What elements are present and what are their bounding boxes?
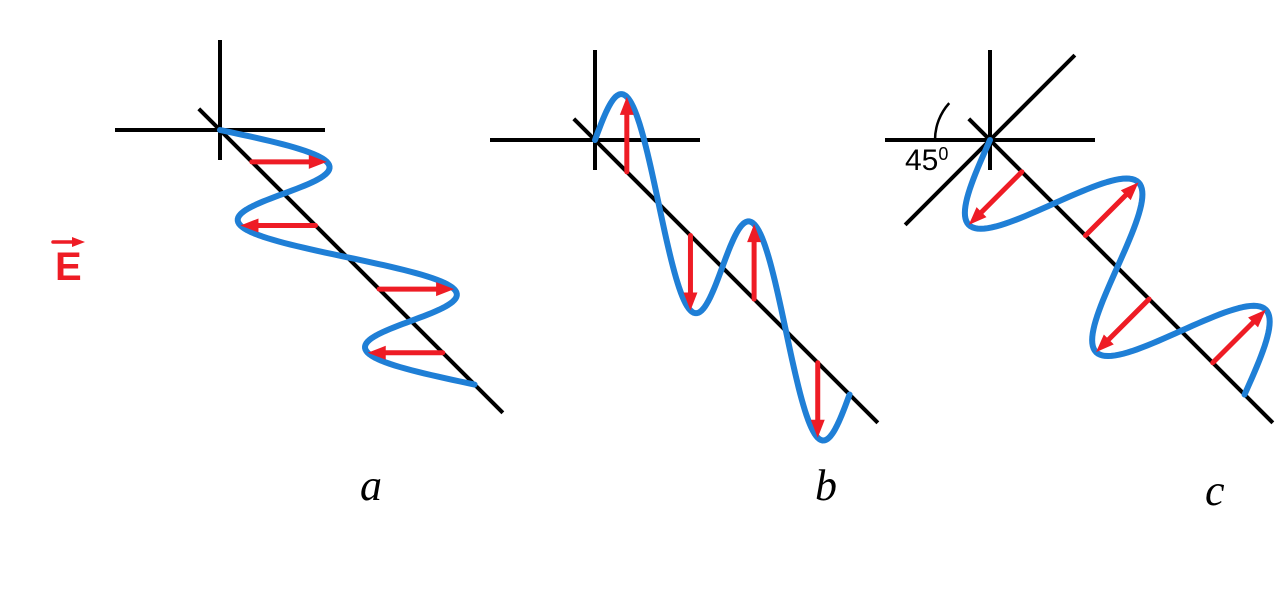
panel-b: b — [490, 50, 878, 510]
wave-curve — [965, 140, 1270, 395]
angle-arc — [935, 103, 949, 140]
panel-c: 450 c — [885, 50, 1273, 515]
axis-propagation — [574, 119, 878, 423]
panel-label-a: a — [360, 461, 382, 510]
e-vector-label: E — [55, 245, 82, 289]
panel-label-b: b — [815, 461, 837, 510]
angle-45-label: 450 — [905, 144, 948, 177]
axis-propagation — [969, 119, 1273, 423]
wave-curve — [595, 94, 850, 440]
panel-a: aE — [53, 40, 503, 510]
panel-label-c: c — [1205, 466, 1225, 515]
